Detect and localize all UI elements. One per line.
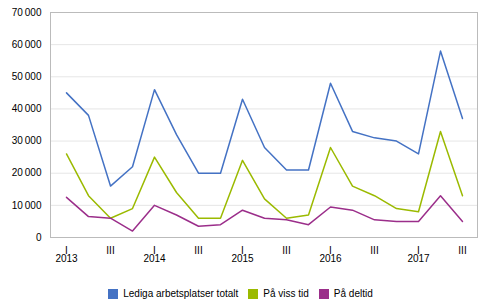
svg-text:I: I bbox=[417, 244, 420, 256]
svg-text:III: III bbox=[458, 245, 466, 256]
svg-text:10 000: 10 000 bbox=[12, 200, 42, 211]
svg-text:2014: 2014 bbox=[143, 253, 166, 264]
svg-text:III: III bbox=[282, 245, 290, 256]
svg-text:I: I bbox=[153, 244, 156, 256]
svg-text:70 000: 70 000 bbox=[12, 7, 42, 18]
svg-text:50 000: 50 000 bbox=[12, 71, 42, 82]
svg-text:2017: 2017 bbox=[407, 253, 430, 264]
svg-text:2015: 2015 bbox=[231, 253, 254, 264]
svg-text:III: III bbox=[370, 245, 378, 256]
svg-text:III: III bbox=[194, 245, 202, 256]
svg-text:60 000: 60 000 bbox=[12, 39, 42, 50]
svg-text:20 000: 20 000 bbox=[12, 167, 42, 178]
svg-text:2016: 2016 bbox=[319, 253, 342, 264]
svg-text:I: I bbox=[65, 244, 68, 256]
svg-text:30 000: 30 000 bbox=[12, 135, 42, 146]
html-text:Lediga arbetsplatser totalt: Lediga arbetsplatser totalt bbox=[123, 288, 239, 299]
svg-text:III: III bbox=[106, 245, 114, 256]
svg-text:2013: 2013 bbox=[55, 253, 78, 264]
svg-text:I: I bbox=[241, 244, 244, 256]
html-text:På deltid: På deltid bbox=[333, 288, 373, 299]
svg-text:0: 0 bbox=[36, 232, 42, 243]
html-text:På viss tid: På viss tid bbox=[263, 288, 309, 299]
svg-text:40 000: 40 000 bbox=[12, 103, 42, 114]
svg-text:I: I bbox=[329, 244, 332, 256]
